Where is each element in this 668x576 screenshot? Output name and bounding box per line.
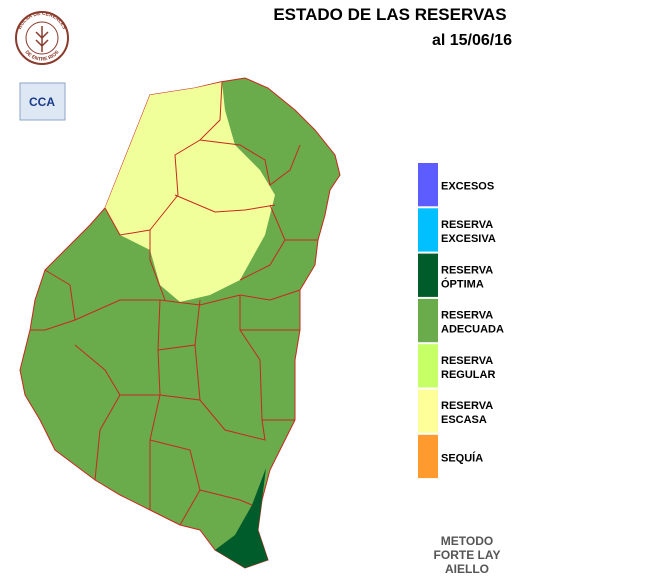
- legend-swatch: [418, 389, 438, 433]
- legend-swatch: [418, 344, 438, 388]
- title: ESTADO DE LAS RESERVAS: [273, 5, 506, 24]
- legend-label: EXCESIVA: [441, 233, 496, 245]
- legend: EXCESOSRESERVAEXCESIVARESERVAÓPTIMARESER…: [418, 163, 504, 479]
- region-scarce: [105, 82, 275, 302]
- footer-text: AIELLO: [445, 562, 489, 576]
- legend-label: ADECUADA: [441, 324, 504, 336]
- legend-swatch: [418, 434, 438, 479]
- legend-swatch: [418, 208, 438, 252]
- legend-swatch: [418, 298, 438, 343]
- department-borders: [30, 81, 318, 526]
- legend-label: REGULAR: [441, 369, 495, 381]
- cca-text: CCA: [29, 95, 55, 109]
- legend-label: RESERVA: [441, 355, 493, 367]
- region-optimal: [215, 468, 268, 568]
- legend-label: RESERVA: [441, 264, 493, 276]
- legend-label: RESERVA: [441, 400, 493, 412]
- bolsa-logo: BOLSA DE CEREALES DE ENTRE RIOS: [15, 11, 69, 65]
- date: al 15/06/16: [432, 32, 512, 49]
- legend-swatch: [418, 163, 438, 207]
- map: [19, 77, 341, 569]
- legend-swatch: [418, 253, 438, 297]
- legend-label: ÓPTIMA: [441, 277, 484, 290]
- legend-label: EXCESOS: [441, 181, 494, 193]
- footer-text: FORTE LAY: [434, 548, 501, 562]
- legend-label: ESCASA: [441, 414, 487, 426]
- footer-text: METODO: [441, 534, 493, 548]
- legend-label: SEQUÍA: [441, 451, 483, 464]
- legend-label: RESERVA: [441, 310, 493, 322]
- cca-logo: CCA: [19, 82, 66, 121]
- legend-label: RESERVA: [441, 219, 493, 231]
